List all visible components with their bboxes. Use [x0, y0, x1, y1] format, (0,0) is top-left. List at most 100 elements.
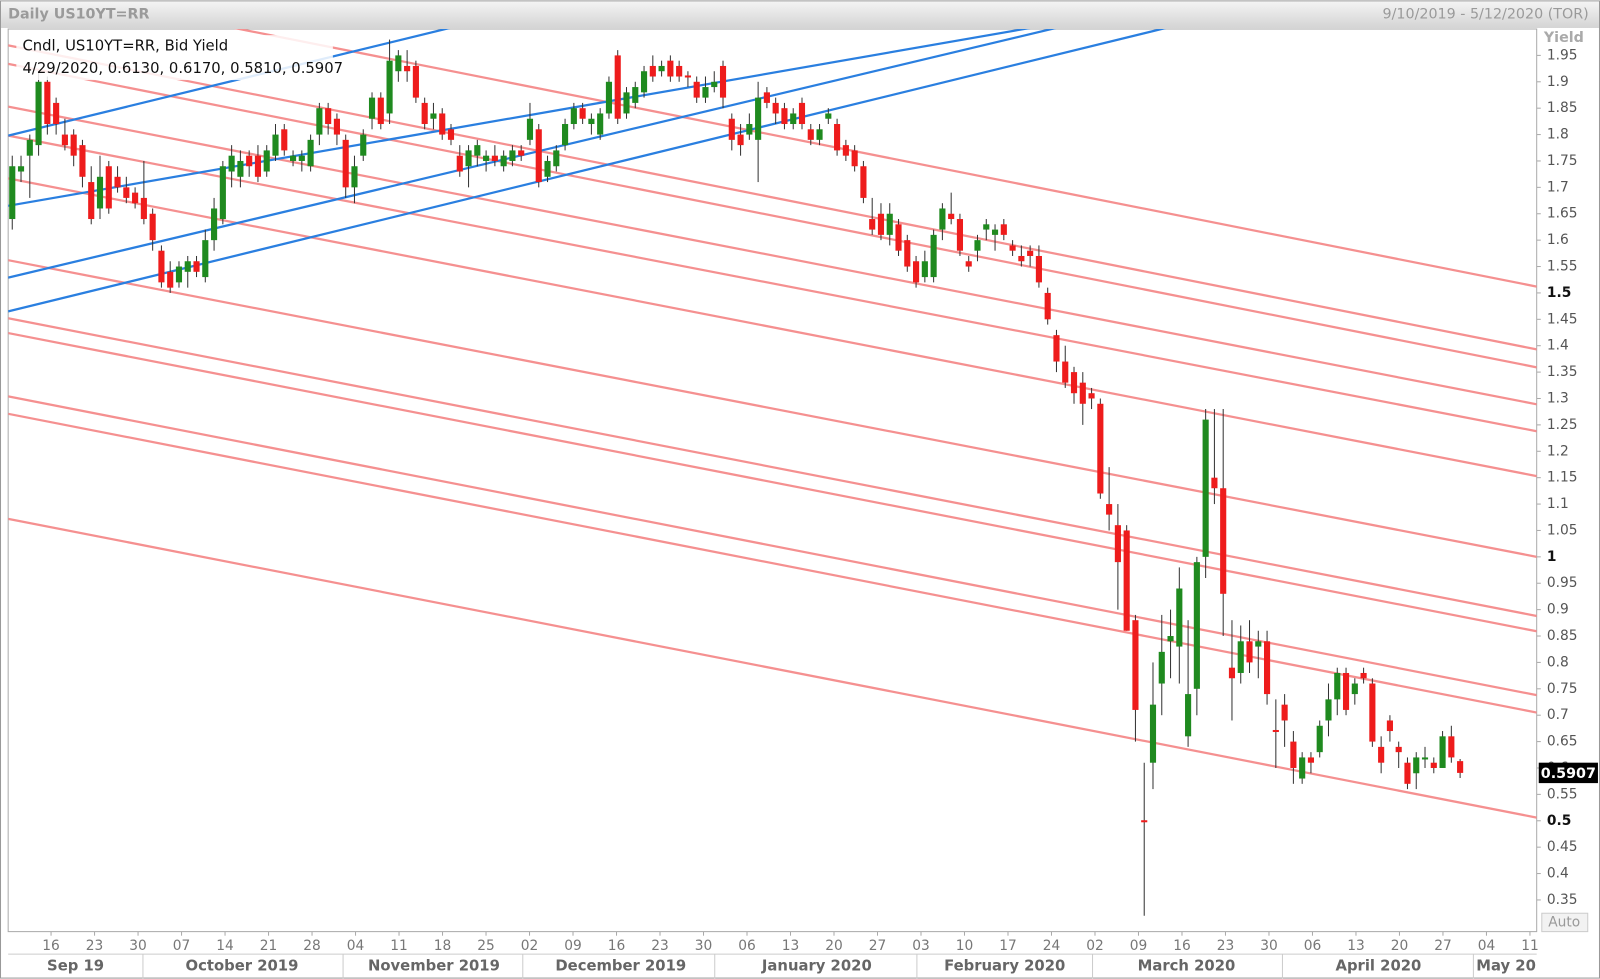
candle-body [1079, 382, 1086, 404]
candle-body [1430, 762, 1437, 768]
candle-body [386, 60, 393, 114]
candle-body [1211, 477, 1218, 489]
y-tick-label: 0.95 [1547, 575, 1578, 591]
candle-body [877, 213, 885, 235]
x-tick-label: 17 [999, 938, 1017, 954]
y-tick-label: 1.55 [1547, 259, 1578, 275]
x-tick-label: 02 [1086, 938, 1104, 954]
x-tick-label: 23 [1217, 938, 1235, 954]
candle-body [1360, 672, 1367, 679]
candle-body [1439, 736, 1446, 768]
candle-body [632, 87, 639, 103]
candle-body [667, 60, 674, 77]
candle-body [70, 134, 77, 156]
candle-body [886, 213, 893, 235]
candle-body [895, 224, 902, 251]
y-tick-label: 1.35 [1547, 364, 1578, 380]
scale-mode-button[interactable] [1541, 912, 1589, 933]
last-price-box [1538, 762, 1598, 784]
x-tick-label: 25 [477, 938, 495, 954]
candle-body [1193, 562, 1200, 689]
y-tick-label: 0.85 [1547, 628, 1578, 644]
candle-body [825, 113, 832, 119]
candle-body [790, 113, 797, 125]
candle-body [834, 124, 841, 151]
x-tick-label: 09 [564, 938, 582, 954]
x-tick-label: 16 [42, 938, 60, 954]
y-tick-label: 0.45 [1547, 839, 1578, 855]
candle-body [1228, 667, 1236, 679]
candle-body [1088, 393, 1095, 399]
x-tick-label: 27 [1434, 938, 1452, 954]
candle-body [1018, 255, 1025, 262]
x-tick-label: 24 [1043, 938, 1061, 954]
y-tick-label: 0.35 [1547, 892, 1578, 908]
candle-body [1202, 419, 1209, 557]
candle-body [939, 208, 946, 230]
month-label: December 2019 [555, 957, 686, 974]
candle-body [430, 113, 437, 119]
candle-body [948, 213, 955, 220]
y-tick-label: 1.05 [1547, 522, 1578, 538]
candle-body [640, 71, 648, 93]
candle-body [1070, 372, 1078, 394]
candle-body [105, 166, 112, 209]
candle-body [1404, 762, 1411, 784]
candle-body [1106, 504, 1113, 515]
candle-body [544, 160, 551, 177]
candle-body [281, 129, 288, 151]
candle-body [44, 81, 51, 125]
scale-mode[interactable]: Auto [1548, 914, 1580, 930]
candle-body [184, 261, 191, 272]
candle-body [123, 187, 130, 198]
y-tick-label: 1.25 [1547, 417, 1578, 433]
y-tick-label: 1.8 [1547, 127, 1569, 143]
candles [9, 39, 1464, 916]
date-range: 9/10/2019 - 5/12/2020 (TOR) [1383, 7, 1589, 23]
candle-body [737, 134, 744, 146]
trendline [8, 29, 1057, 279]
axes: 0.350.40.450.50.550.60.650.70.750.80.850… [42, 47, 1598, 979]
candle-body [869, 219, 876, 230]
candle-body [1395, 746, 1402, 753]
candle-body [263, 150, 270, 172]
candle-body [193, 261, 200, 272]
x-tick-label: 04 [347, 938, 365, 954]
candle-body [1386, 720, 1393, 732]
candle-body [1342, 672, 1350, 710]
candle-body [535, 129, 542, 183]
last-price-label: 0.5907 [1541, 766, 1596, 782]
candle-body [1307, 757, 1315, 763]
candle-body [307, 139, 314, 167]
candle-body [474, 145, 481, 156]
x-tick-label: 20 [825, 938, 843, 954]
legend-box [16, 35, 333, 81]
candle-body [1158, 651, 1165, 684]
candle-body [368, 97, 376, 119]
candle-body [1448, 736, 1455, 758]
candle-body [684, 75, 691, 78]
candle-body [1123, 530, 1130, 631]
candle-body [1027, 250, 1034, 256]
y-tick-label: 1.5 [1547, 285, 1571, 301]
candle-body [772, 102, 779, 114]
candle-body [1413, 757, 1420, 774]
x-tick-label: 13 [782, 938, 800, 954]
candle-body [1132, 620, 1139, 710]
x-tick-label: 06 [1304, 938, 1322, 954]
candle-body [597, 113, 604, 135]
candle-body [1369, 683, 1376, 742]
candle-body [965, 261, 972, 267]
candle-body [96, 176, 104, 209]
x-tick-label: 21 [260, 938, 278, 954]
x-tick-label: 11 [390, 938, 408, 954]
candle-body [781, 108, 788, 125]
candle-body [1149, 704, 1157, 763]
candle-body [1378, 746, 1385, 763]
candle-body [202, 240, 209, 278]
y-tick-label: 1.9 [1547, 74, 1569, 90]
trendline [8, 517, 1537, 819]
y-tick-label: 0.8 [1547, 654, 1569, 670]
y-tick-label: 1.6 [1547, 232, 1569, 248]
candle-body [1062, 361, 1069, 383]
